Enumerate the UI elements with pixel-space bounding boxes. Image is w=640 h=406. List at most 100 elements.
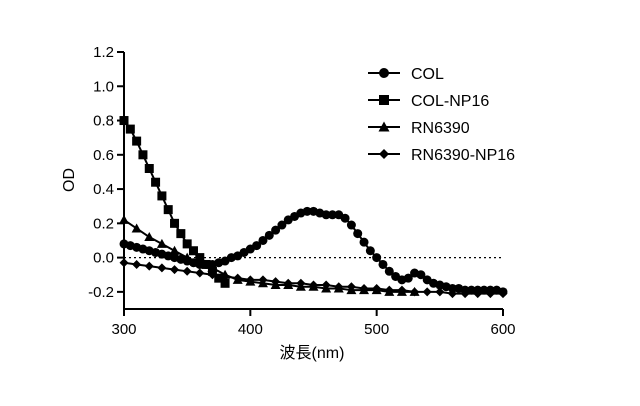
data-point <box>271 277 281 287</box>
data-point <box>309 280 318 290</box>
data-point <box>163 205 173 215</box>
legend-label: RN6390 <box>411 120 470 137</box>
data-point <box>233 273 243 283</box>
data-point <box>384 266 394 276</box>
legend-marker <box>379 95 389 105</box>
legend-marker <box>379 68 389 78</box>
data-point <box>258 275 268 285</box>
data-point <box>195 268 205 278</box>
data-point <box>466 285 476 295</box>
data-point <box>144 164 154 174</box>
data-point <box>397 285 407 295</box>
legend: COL COL-NP16 RN6390 RN6390-NP16 <box>368 66 515 164</box>
data-point <box>170 265 180 275</box>
data-point <box>264 230 274 240</box>
x-tick-label: 600 <box>490 321 515 338</box>
data-point <box>214 273 224 283</box>
data-point <box>157 191 167 201</box>
series-rn6390-np16 <box>119 258 508 299</box>
data-point <box>359 283 369 293</box>
data-point <box>182 266 192 276</box>
data-point <box>473 289 483 299</box>
x-axis-title: 波長(nm) <box>280 344 345 362</box>
data-point <box>119 258 129 268</box>
data-point <box>359 237 369 247</box>
data-point <box>416 270 426 280</box>
data-point <box>365 246 375 256</box>
y-tick-label: 0.8 <box>93 113 114 130</box>
y-tick-label: 0.6 <box>93 147 114 164</box>
data-point <box>340 213 350 223</box>
data-point <box>176 229 186 239</box>
data-point <box>271 225 281 235</box>
series-line <box>123 210 504 293</box>
y-tick-label: -0.2 <box>88 284 114 301</box>
data-point <box>372 283 382 293</box>
data-point <box>384 285 394 295</box>
data-point <box>296 278 306 288</box>
x-tick-label: 300 <box>111 321 136 338</box>
data-point <box>182 239 192 249</box>
y-tick-label: 1.0 <box>93 78 114 95</box>
data-point <box>188 246 198 256</box>
data-point <box>353 229 363 239</box>
data-point <box>156 238 167 248</box>
data-point <box>460 289 470 299</box>
legend-marker <box>378 121 390 132</box>
data-point <box>321 280 331 290</box>
data-point <box>372 253 382 263</box>
legend-label: RN6390-NP16 <box>411 147 515 164</box>
legend-item: RN6390 <box>368 120 470 137</box>
y-tick-label: 1.2 <box>93 44 114 61</box>
data-point <box>131 223 142 233</box>
data-point <box>447 289 457 299</box>
y-tick-label: 0.0 <box>93 250 114 267</box>
data-point <box>169 245 180 255</box>
data-point <box>125 124 135 134</box>
data-point <box>346 282 356 292</box>
data-point <box>403 273 413 283</box>
data-point <box>194 257 205 267</box>
legend-item: COL <box>368 66 444 83</box>
data-point <box>283 278 293 288</box>
y-tick-label: 0.2 <box>93 215 114 232</box>
data-point <box>195 253 205 263</box>
data-point <box>132 259 142 269</box>
data-point <box>498 289 508 299</box>
data-point <box>144 261 154 271</box>
x-tick-label: 500 <box>364 321 389 338</box>
data-point <box>422 287 432 297</box>
data-point <box>132 136 142 146</box>
data-point <box>334 282 344 292</box>
data-point <box>410 287 420 297</box>
data-point <box>170 218 180 228</box>
data-point <box>119 116 129 126</box>
x-tick-label: 400 <box>238 321 263 338</box>
data-point <box>207 262 218 272</box>
data-point <box>447 283 457 293</box>
y-axis-title: OD <box>61 168 78 192</box>
legend-item: COL-NP16 <box>368 93 489 110</box>
series-col <box>119 206 508 297</box>
data-point <box>144 232 155 242</box>
data-point <box>321 210 331 220</box>
series-layer <box>119 116 508 299</box>
data-point <box>182 252 193 262</box>
data-point <box>346 220 356 230</box>
data-point <box>258 235 268 245</box>
y-tick-label: 0.4 <box>93 181 114 198</box>
data-point <box>302 206 312 216</box>
data-point <box>157 263 167 273</box>
data-point <box>119 214 129 224</box>
data-point <box>138 150 148 160</box>
data-point <box>151 177 161 187</box>
data-point <box>435 287 445 297</box>
legend-label: COL <box>411 66 444 83</box>
legend-label: COL-NP16 <box>411 93 489 110</box>
data-point <box>378 259 388 269</box>
data-point <box>207 270 217 280</box>
data-point <box>327 210 337 220</box>
data-point <box>252 241 262 251</box>
data-point <box>485 289 495 299</box>
